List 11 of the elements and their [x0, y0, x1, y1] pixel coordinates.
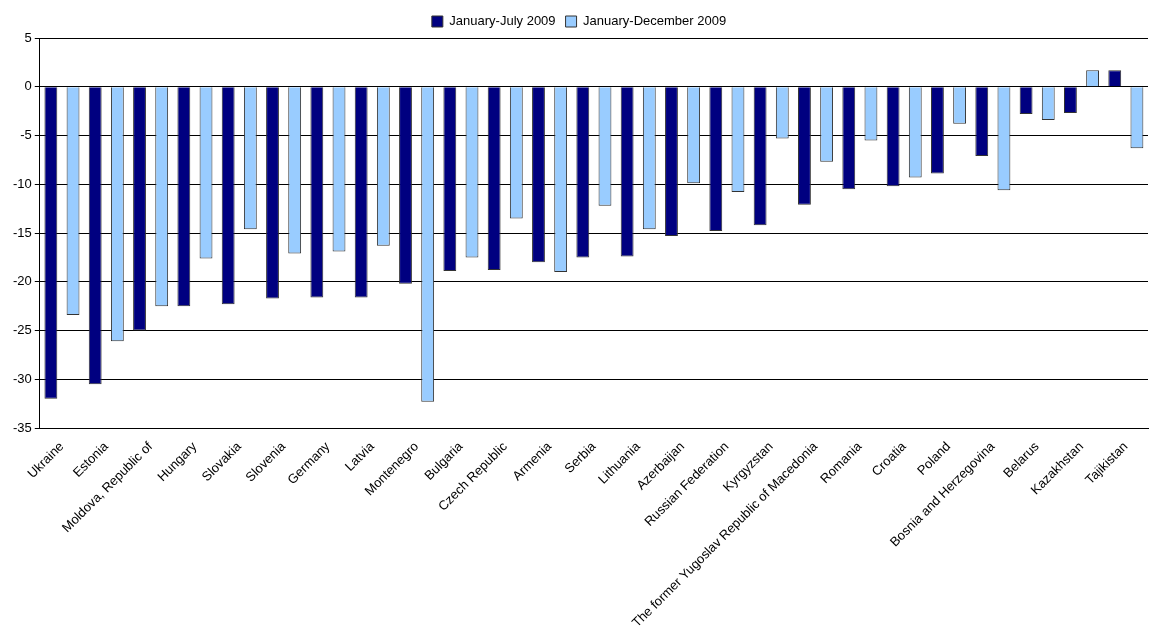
legend-label: January-July 2009 — [449, 13, 556, 29]
y-tick-label: -15 — [12, 224, 32, 240]
y-tick-label: -35 — [12, 419, 32, 435]
y-tick-label: -25 — [12, 322, 32, 338]
y-tick-label: -20 — [12, 273, 32, 289]
legend-label: January-December 2009 — [583, 13, 727, 29]
y-tick-label: 5 — [24, 29, 32, 45]
y-tick-label: 0 — [24, 78, 32, 94]
y-tick-label: -5 — [20, 127, 32, 143]
y-tick-label: -30 — [12, 370, 32, 386]
y-tick-label: -10 — [12, 175, 32, 191]
